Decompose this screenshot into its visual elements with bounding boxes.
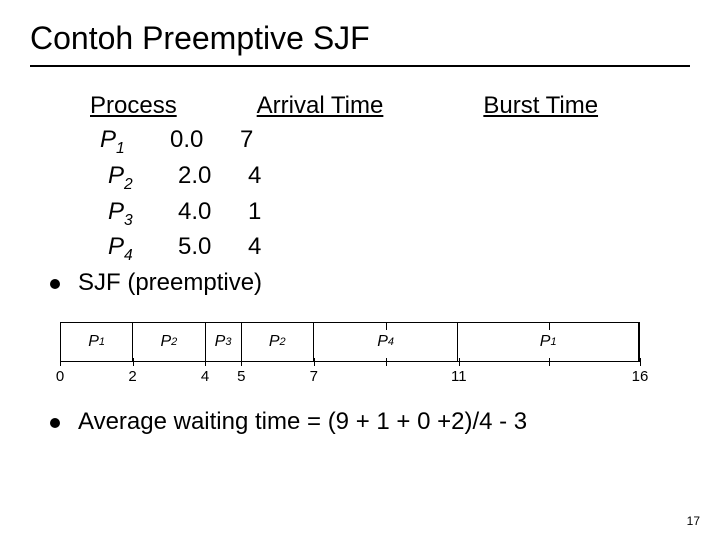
- average-line: Average waiting time = (9 + 1 + 0 +2)/4 …: [50, 408, 690, 436]
- gantt-segment: P1: [61, 322, 133, 362]
- tick-mark: [314, 358, 315, 366]
- tick-label: 7: [310, 368, 318, 385]
- tick-mark: [459, 358, 460, 366]
- tick-mark: [386, 322, 387, 330]
- gantt-segment: P2: [242, 322, 314, 362]
- average-text: Average waiting time = (9 + 1 + 0 +2)/4 …: [78, 408, 527, 435]
- table-row: P10.07: [90, 126, 690, 158]
- page-number: 17: [687, 514, 700, 528]
- tick-label: 5: [237, 368, 245, 385]
- table-row: P22.04: [90, 162, 690, 194]
- sjf-label: SJF (preemptive): [78, 269, 262, 296]
- page-title: Contoh Preemptive SJF: [30, 20, 690, 67]
- bullet-icon: [50, 279, 60, 289]
- tick-mark: [549, 322, 550, 330]
- tick-label: 16: [632, 368, 649, 385]
- col-arrival: Arrival Time: [257, 92, 384, 119]
- tick-mark: [241, 358, 242, 366]
- gantt-chart: P1P2P3P2P4P1 024571116: [60, 322, 640, 386]
- bullet-icon: [50, 418, 60, 428]
- tick-mark: [386, 358, 387, 366]
- tick-mark: [60, 358, 61, 366]
- tick-label: 11: [451, 368, 467, 385]
- table-row: P34.01: [90, 198, 690, 230]
- sjf-bullet: SJF (preemptive): [50, 269, 690, 297]
- tick-label: 0: [56, 368, 64, 385]
- table-row: P45.04: [90, 233, 690, 265]
- col-process: Process: [90, 92, 177, 119]
- gantt-segment: P3: [206, 322, 242, 362]
- col-burst: Burst Time: [483, 92, 598, 119]
- table-header: Process Arrival Time Burst Time: [90, 92, 690, 120]
- gantt-segment: P2: [133, 322, 205, 362]
- tick-mark: [133, 358, 134, 366]
- tick-mark: [205, 358, 206, 366]
- tick-label: 4: [201, 368, 209, 385]
- process-table: Process Arrival Time Burst Time P10.07 P2…: [90, 92, 690, 297]
- tick-mark: [640, 358, 641, 366]
- tick-mark: [549, 358, 550, 366]
- tick-label: 2: [128, 368, 136, 385]
